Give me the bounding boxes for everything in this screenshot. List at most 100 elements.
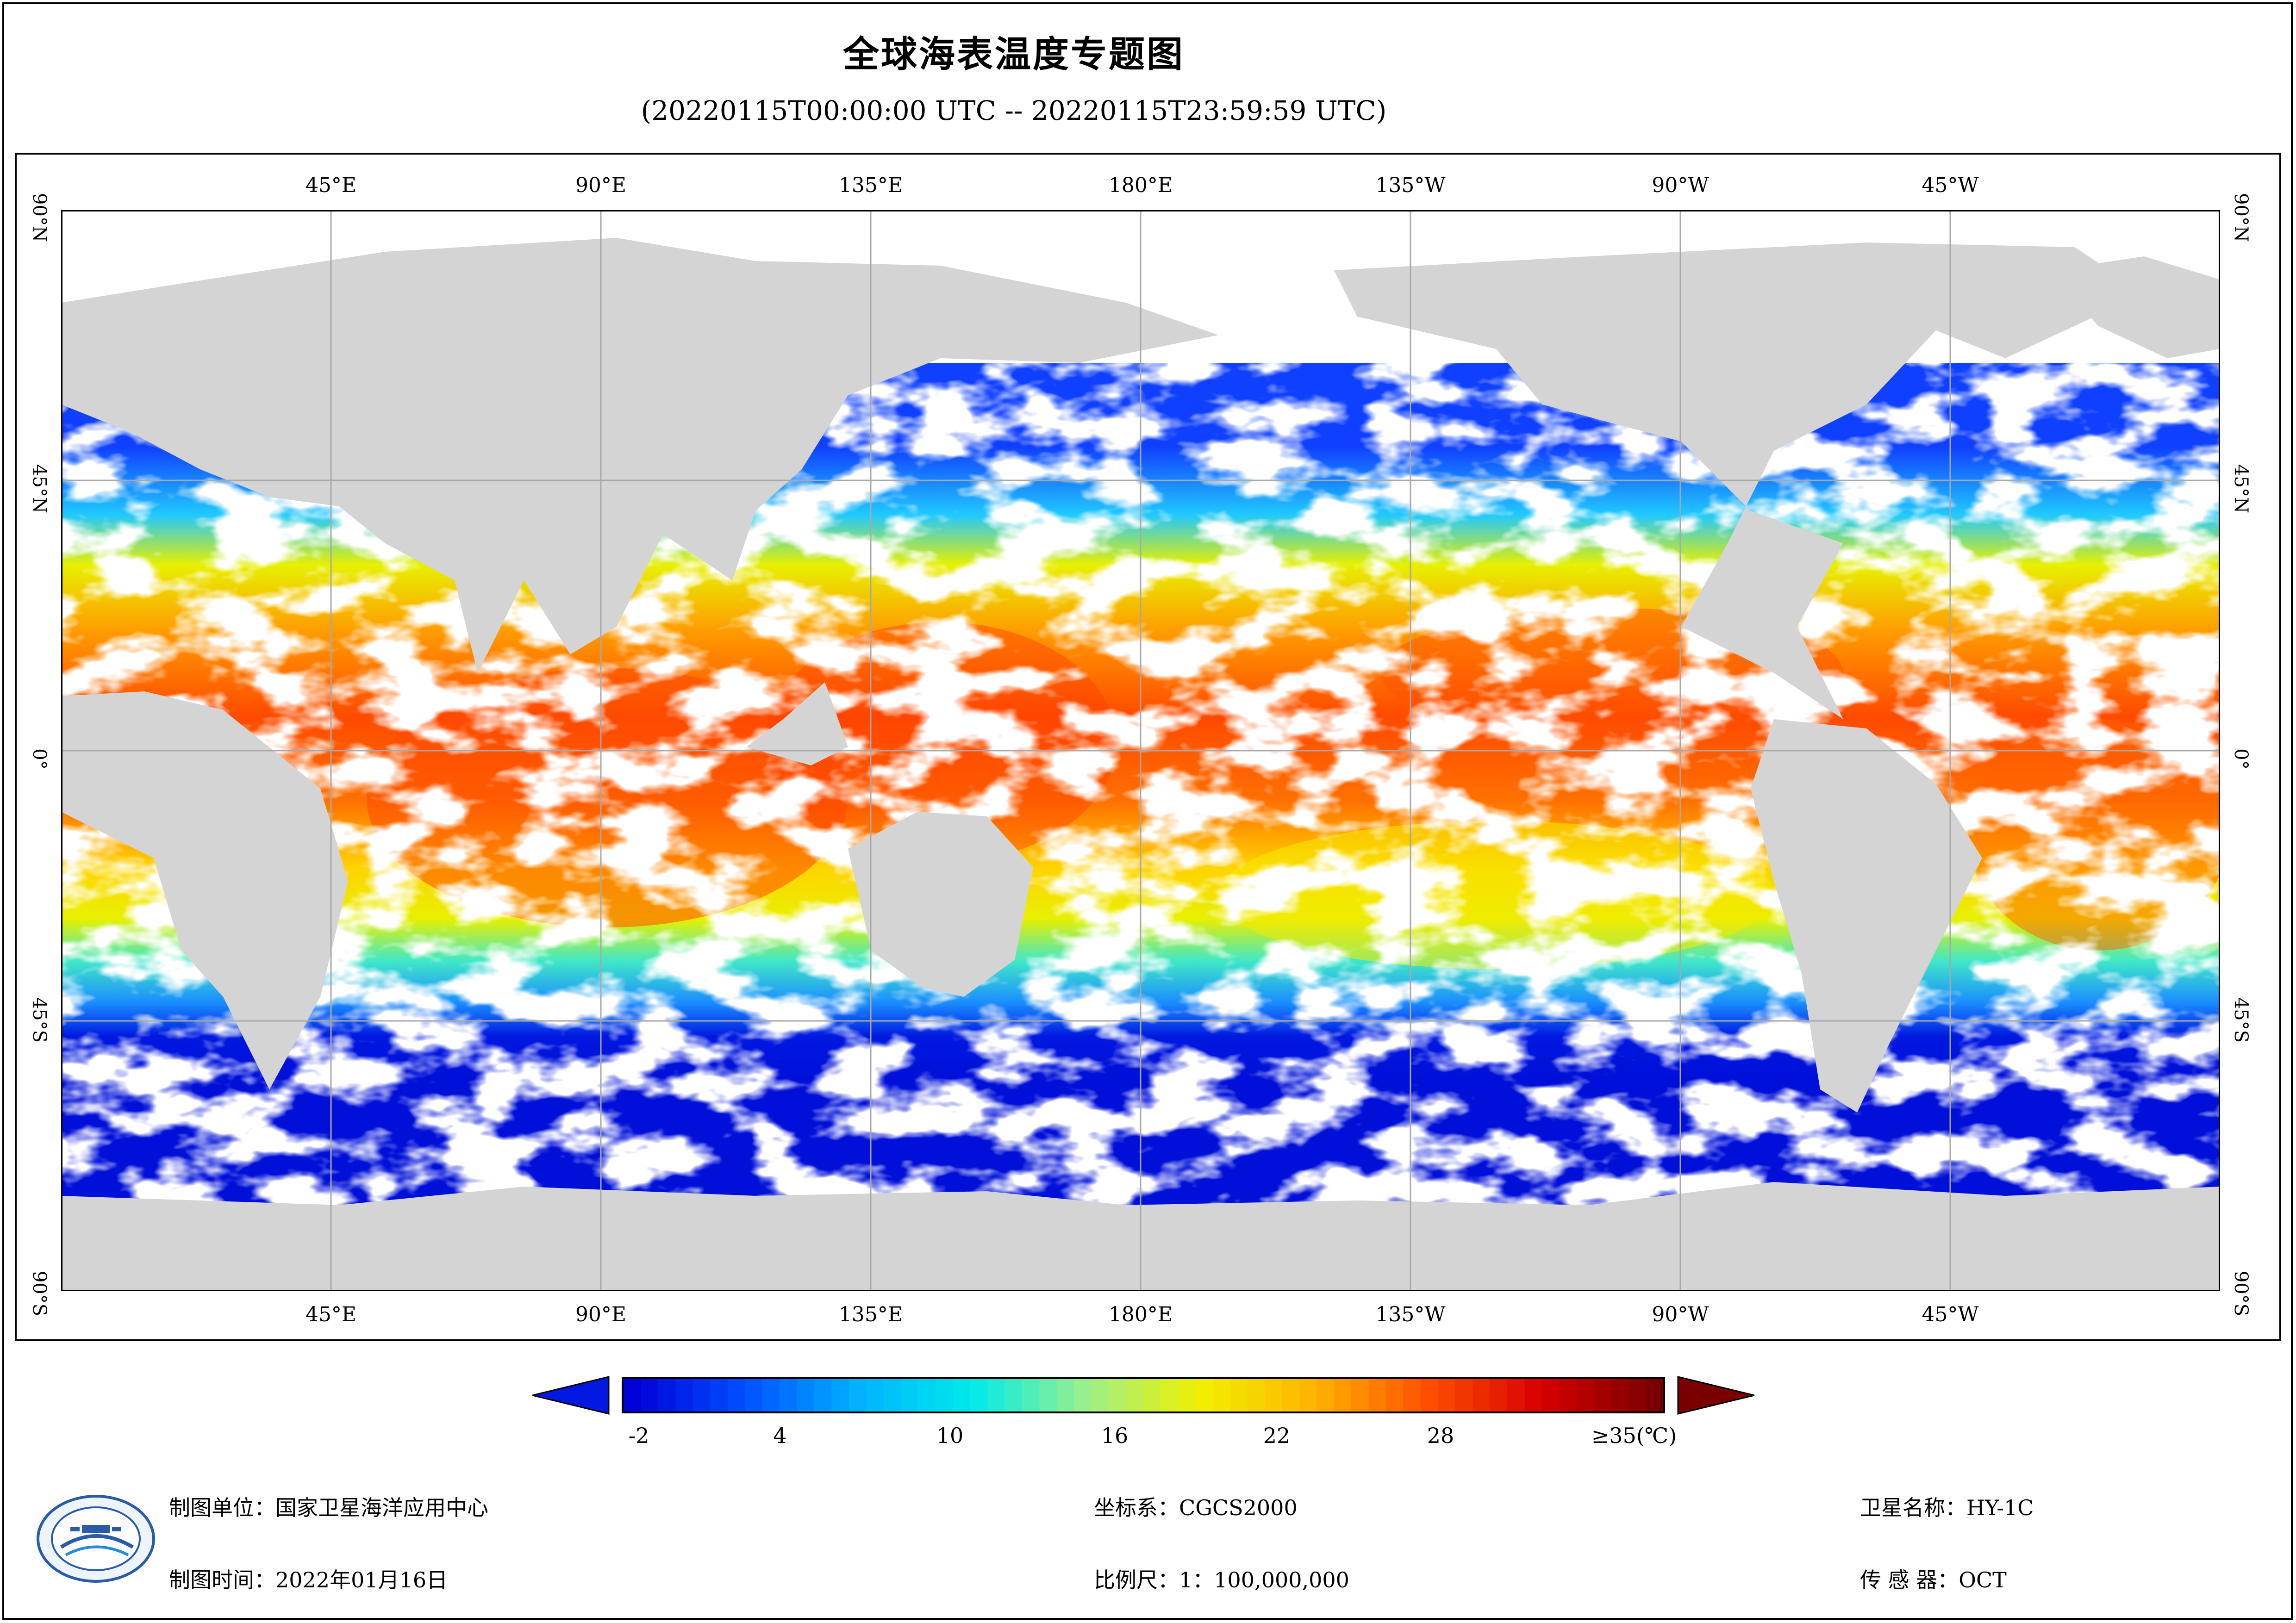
legend-label-16: 16: [1101, 1423, 1129, 1448]
legend-frame: [622, 1377, 1665, 1413]
legend-color-cell: [953, 1379, 971, 1412]
footer-satellite-value: HY-1C: [1966, 1495, 2034, 1520]
legend-color-cell: [1212, 1379, 1230, 1412]
legend-color-cell: [1022, 1379, 1040, 1412]
map-frame: [15, 153, 2281, 1341]
lat-label-right-45s: 45°S: [2230, 997, 2252, 1043]
lat-label-left-90n: 90°N: [29, 193, 50, 242]
eurasia-land: [61, 238, 1218, 673]
legend-color-cell: [1438, 1379, 1456, 1412]
legend-color-cell: [675, 1379, 693, 1412]
legend-color-cell: [1594, 1379, 1612, 1412]
footer-time-value: 2022年01月16日: [275, 1567, 448, 1592]
legend-color-cell: [866, 1379, 884, 1412]
footer-scale-value: 1：100,000,000: [1179, 1567, 1349, 1592]
legend-color-cell: [641, 1379, 659, 1412]
nsoas-logo: [37, 1495, 155, 1583]
legend-color-cell: [1559, 1379, 1577, 1412]
legend-color-cell: [1039, 1379, 1057, 1412]
lon-label-bottom-90w: 90°W: [1652, 1303, 1709, 1326]
legend-color-cell: [1541, 1379, 1560, 1412]
legend-color-cell: [1351, 1379, 1369, 1412]
legend-color-cell: [970, 1379, 988, 1412]
legend-color-cell: [1507, 1379, 1525, 1412]
legend-color-cell: [1403, 1379, 1421, 1412]
legend-label-28: 28: [1427, 1423, 1454, 1448]
legend-color-cell: [1195, 1379, 1213, 1412]
legend-color-cell: [624, 1379, 642, 1412]
legend-color-cell: [1160, 1379, 1179, 1412]
legend-color-cell: [1056, 1379, 1074, 1412]
legend-color-cell: [1646, 1379, 1664, 1412]
map-title: 全球海表温度专题图: [842, 34, 1185, 75]
legend-min-arrow: [532, 1376, 610, 1415]
lat-label-left-0: 0°: [29, 748, 50, 770]
legend-color-cell: [1143, 1379, 1161, 1412]
footer-sensor-label: 传 感 器：: [1860, 1567, 1959, 1592]
legend-color-cell: [1074, 1379, 1092, 1412]
legend-color-cell: [779, 1379, 797, 1412]
legend-label-10: 10: [936, 1423, 964, 1448]
lon-label-bottom-135e: 135°E: [838, 1303, 903, 1326]
legend-color-cell: [1109, 1379, 1127, 1412]
legend-color-cell: [1316, 1379, 1335, 1412]
footer-org-label: 制图单位：: [169, 1495, 275, 1520]
legend-color-cell: [1282, 1379, 1300, 1412]
south-america-land: [1751, 719, 1982, 1113]
legend-color-cell: [1490, 1379, 1508, 1412]
lon-label-top-45w: 45°W: [1922, 174, 1979, 197]
footer-org-value: 国家卫星海洋应用中心: [275, 1495, 488, 1520]
legend-color-cell: [1455, 1379, 1473, 1412]
legend-color-cell: [814, 1379, 832, 1412]
lon-label-top-180e: 180°E: [1108, 174, 1173, 197]
legend-color-cell: [1091, 1379, 1109, 1412]
lat-label-right-90s: 90°S: [2230, 1270, 2252, 1317]
lat-label-left-45s: 45°S: [29, 997, 50, 1043]
indonesia-land: [746, 682, 848, 765]
lon-label-bottom-45e: 45°E: [305, 1303, 357, 1326]
footer-sensor: 传 感 器：OCT: [1860, 1563, 2007, 1594]
color-legend: [532, 1376, 1754, 1415]
legend-color-cell: [1611, 1379, 1629, 1412]
lon-label-top-135w: 135°W: [1375, 174, 1446, 197]
legend-color-cell: [1230, 1379, 1248, 1412]
legend-color-cell: [1247, 1379, 1265, 1412]
lon-label-bottom-90e: 90°E: [575, 1303, 627, 1326]
lon-label-bottom-180e: 180°E: [1108, 1303, 1173, 1326]
legend-color-cell: [710, 1379, 728, 1412]
lon-label-top-90w: 90°W: [1652, 174, 1709, 197]
map-inner-border: [61, 210, 2220, 1291]
legend-label-4: 4: [773, 1423, 787, 1448]
legend-color-cell: [727, 1379, 745, 1412]
footer-satellite-label: 卫星名称：: [1860, 1495, 1966, 1520]
lat-label-left-90s: 90°S: [29, 1270, 50, 1317]
legend-color-cell: [1628, 1379, 1647, 1412]
footer-time: 制图时间：2022年01月16日: [169, 1563, 448, 1594]
australia-land: [848, 812, 1033, 997]
footer-scale-label: 比例尺：: [1094, 1567, 1179, 1592]
legend-color-cell: [918, 1379, 936, 1412]
legend-color-cell: [762, 1379, 780, 1412]
legend-color-cell: [1420, 1379, 1438, 1412]
legend-color-cell: [797, 1379, 815, 1412]
footer-org: 制图单位：国家卫星海洋应用中心: [169, 1491, 488, 1522]
footer-satellite: 卫星名称：HY-1C: [1860, 1491, 2034, 1522]
legend-color-cell: [1386, 1379, 1404, 1412]
footer-crs-label: 坐标系：: [1094, 1495, 1179, 1520]
legend-color-cell: [1265, 1379, 1283, 1412]
africa-land: [61, 691, 348, 1089]
lon-label-top-45e: 45°E: [305, 174, 357, 197]
legend-color-cells: [624, 1379, 1664, 1412]
arctic-islands-land: [1524, 289, 1718, 344]
lon-label-bottom-45w: 45°W: [1922, 1303, 1979, 1326]
legend-color-cell: [658, 1379, 676, 1412]
legend-label-minus2: -2: [628, 1423, 649, 1448]
legend-color-cell: [1472, 1379, 1491, 1412]
legend-max-arrow: [1677, 1376, 1754, 1415]
footer-sensor-value: OCT: [1959, 1567, 2007, 1592]
legend-color-cell: [693, 1379, 711, 1412]
legend-color-cell: [1334, 1379, 1352, 1412]
lon-label-bottom-135w: 135°W: [1375, 1303, 1446, 1326]
legend-color-cell: [987, 1379, 1005, 1412]
